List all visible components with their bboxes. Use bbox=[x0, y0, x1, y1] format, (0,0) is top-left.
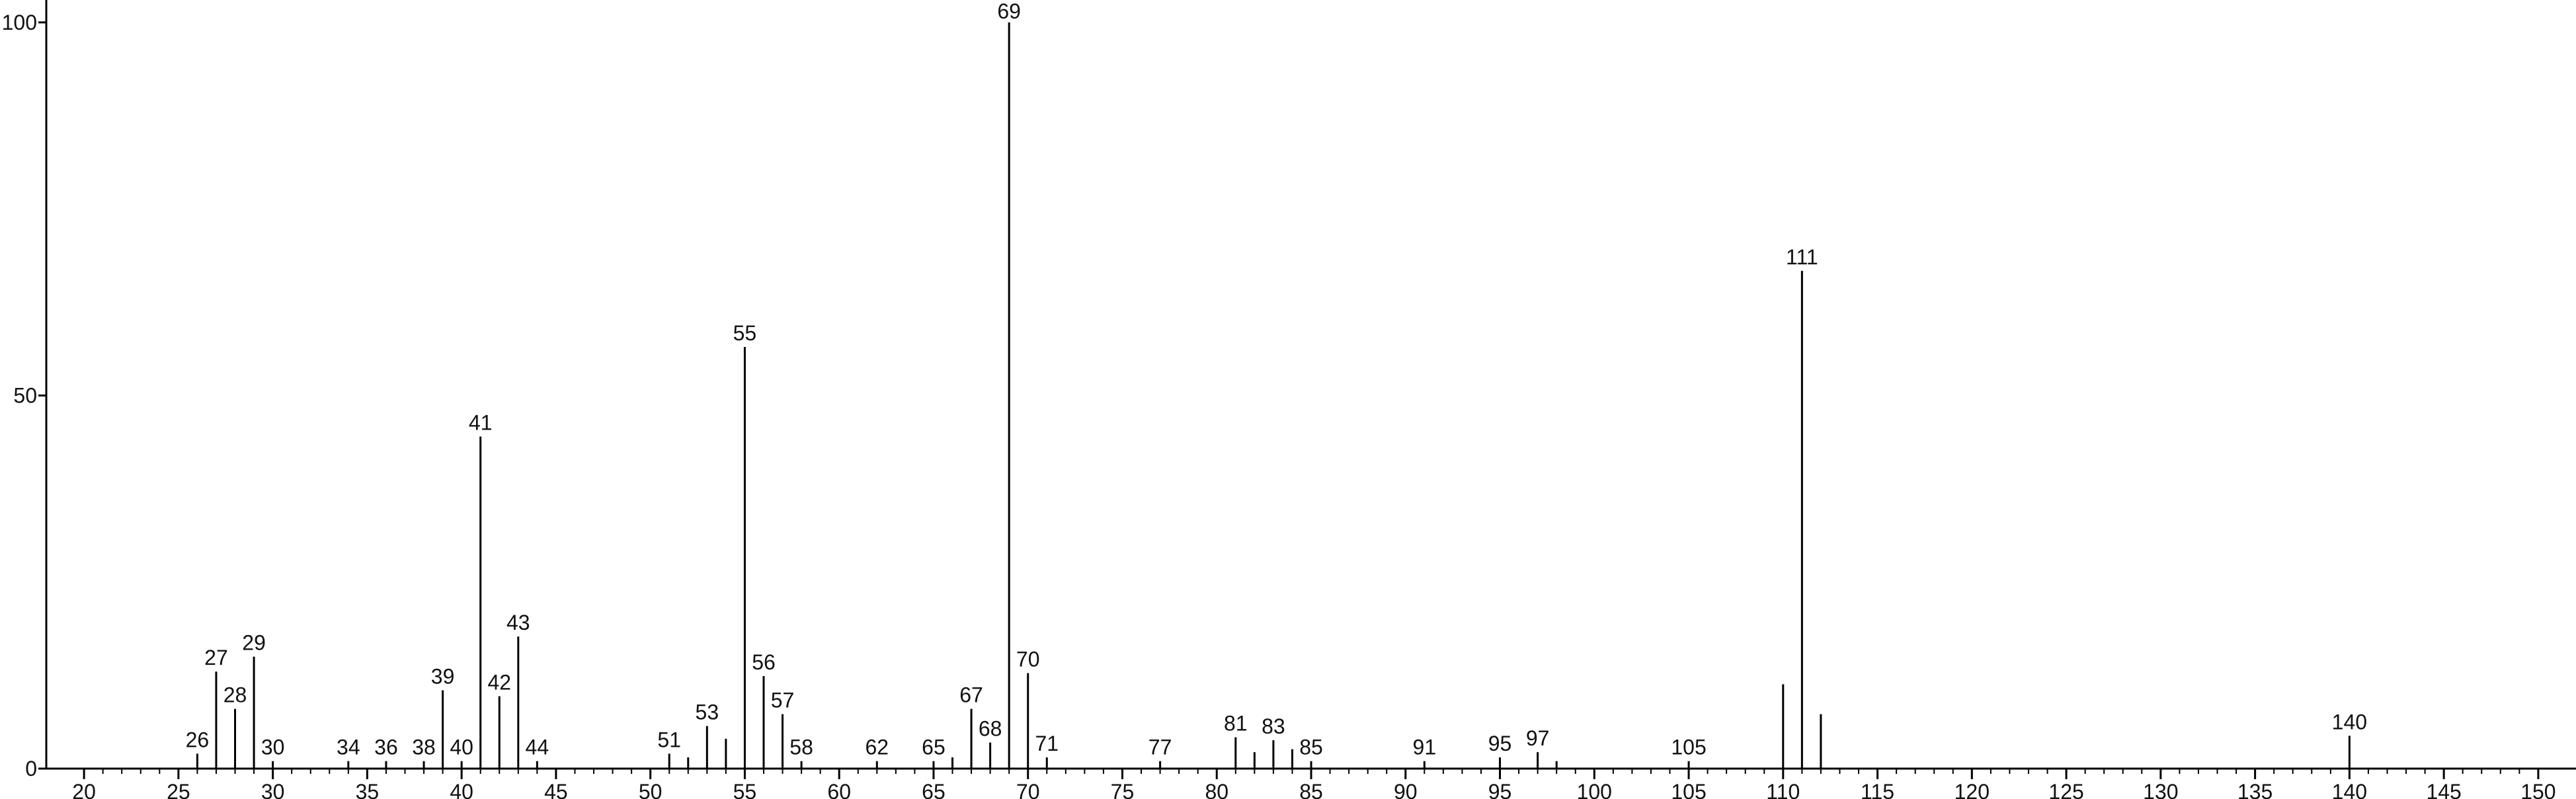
peak-label: 111 bbox=[1786, 245, 1818, 269]
peak-label: 70 bbox=[1016, 647, 1040, 671]
x-tick-label: 110 bbox=[1766, 780, 1800, 799]
x-tick-label: 150 bbox=[2520, 780, 2556, 799]
peak-label: 26 bbox=[186, 728, 210, 751]
x-tick-label: 30 bbox=[261, 780, 285, 799]
x-tick-label: 90 bbox=[1394, 780, 1418, 799]
x-tick-label: 25 bbox=[167, 780, 190, 799]
x-tick-label: 55 bbox=[733, 780, 757, 799]
x-tick-label: 105 bbox=[1671, 780, 1706, 799]
x-tick-label: 35 bbox=[356, 780, 380, 799]
x-tick-label: 95 bbox=[1488, 780, 1512, 799]
peak-label: 40 bbox=[450, 736, 473, 759]
x-tick-label: 70 bbox=[1016, 780, 1040, 799]
peak-label: 41 bbox=[469, 411, 493, 435]
peak-label: 65 bbox=[922, 736, 946, 759]
x-tick-label: 65 bbox=[922, 780, 946, 799]
peak-label: 36 bbox=[374, 736, 398, 759]
peak-label: 56 bbox=[752, 650, 776, 674]
x-tick-label: 100 bbox=[1577, 780, 1612, 799]
peak-label: 27 bbox=[204, 646, 228, 669]
x-tick-label: 60 bbox=[827, 780, 851, 799]
peak-label: 58 bbox=[789, 736, 813, 759]
x-tick-label: 115 bbox=[1861, 780, 1894, 799]
x-tick-label: 85 bbox=[1299, 780, 1323, 799]
peak-label: 62 bbox=[865, 736, 889, 759]
peak-label: 105 bbox=[1671, 736, 1706, 759]
x-tick-label: 130 bbox=[2143, 780, 2178, 799]
peak-label: 42 bbox=[487, 670, 511, 694]
x-tick-label: 75 bbox=[1111, 780, 1135, 799]
peak-label: 91 bbox=[1413, 736, 1437, 759]
x-tick-label: 135 bbox=[2237, 780, 2273, 799]
peak-label: 67 bbox=[959, 683, 983, 707]
peak-label: 44 bbox=[526, 736, 549, 759]
peak-label: 28 bbox=[223, 683, 247, 707]
peak-label: 85 bbox=[1299, 736, 1323, 759]
x-tick-label: 45 bbox=[544, 780, 568, 799]
peak-label: 55 bbox=[733, 321, 757, 345]
peak-label: 57 bbox=[771, 689, 795, 712]
peak-label: 83 bbox=[1262, 714, 1285, 738]
peak-label: 68 bbox=[979, 716, 1002, 740]
peak-label: 81 bbox=[1224, 712, 1248, 736]
x-tick-label: 50 bbox=[639, 780, 663, 799]
peak-label: 53 bbox=[696, 701, 719, 724]
peak-label: 29 bbox=[242, 631, 266, 655]
y-tick-label: 0 bbox=[25, 757, 37, 780]
peak-label: 34 bbox=[337, 736, 360, 759]
peak-label: 39 bbox=[431, 664, 455, 688]
peak-label: 140 bbox=[2332, 710, 2367, 734]
x-tick-label: 120 bbox=[1954, 780, 1990, 799]
x-tick-label: 40 bbox=[450, 780, 473, 799]
y-tick-label: 100 bbox=[2, 11, 37, 34]
x-tick-label: 145 bbox=[2426, 780, 2461, 799]
x-tick-label: 20 bbox=[72, 780, 96, 799]
peak-label: 97 bbox=[1526, 726, 1550, 750]
peak-label: 69 bbox=[997, 0, 1021, 23]
peak-label: 77 bbox=[1148, 736, 1172, 759]
peak-label: 30 bbox=[261, 736, 285, 759]
peak-label: 51 bbox=[657, 728, 681, 751]
x-tick-label: 140 bbox=[2332, 780, 2367, 799]
peak-label: 43 bbox=[506, 611, 530, 634]
peak-label: 71 bbox=[1035, 732, 1059, 755]
x-tick-label: 80 bbox=[1205, 780, 1228, 799]
y-tick-label: 50 bbox=[13, 383, 37, 407]
x-tick-label: 125 bbox=[2048, 780, 2083, 799]
peak-label: 38 bbox=[412, 736, 436, 759]
peak-label: 95 bbox=[1488, 732, 1512, 755]
